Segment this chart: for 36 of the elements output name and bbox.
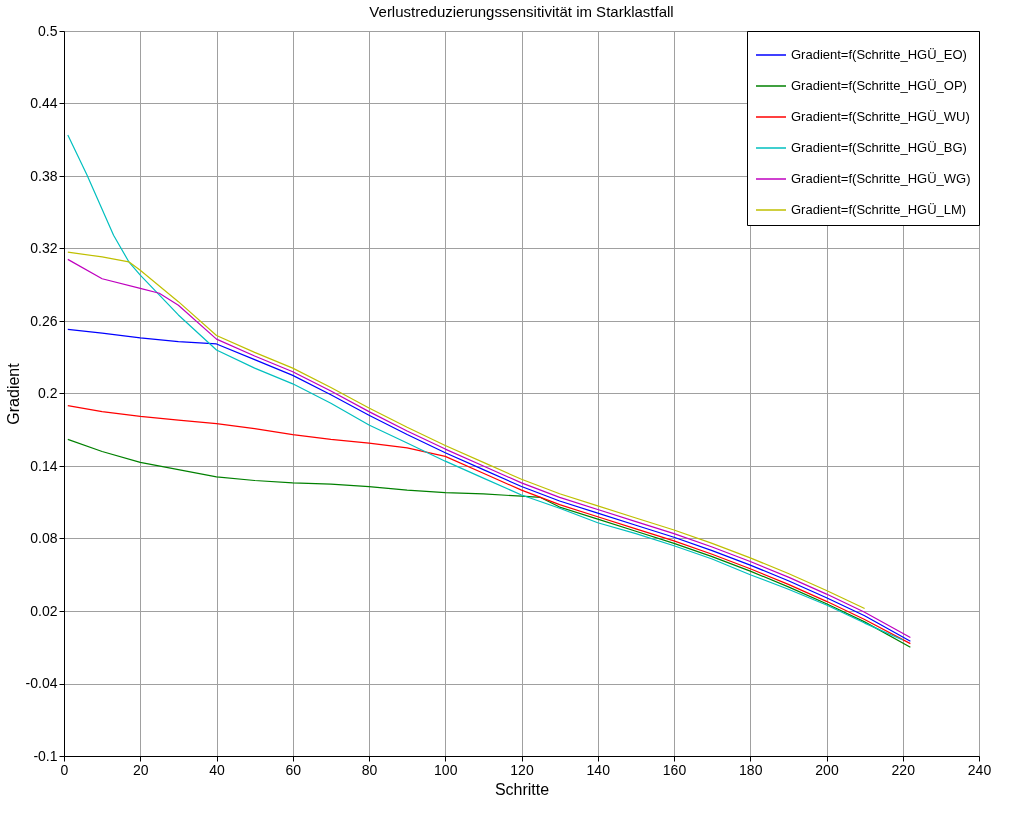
legend-label: Gradient=f(Schritte_HGÜ_OP) — [791, 78, 967, 93]
line-series — [67, 404, 911, 645]
x-tick-label: 240 — [967, 761, 992, 778]
y-tick-label: 0.5 — [38, 22, 58, 39]
x-tick-label: 200 — [815, 761, 839, 778]
x-tick-label: 220 — [891, 761, 916, 778]
y-tick-label: -0.1 — [33, 747, 58, 764]
y-tick-label: 0.26 — [30, 312, 58, 329]
line-series — [67, 438, 911, 648]
x-tick-label: 120 — [510, 761, 534, 778]
legend-label: Gradient=f(Schritte_HGÜ_EO) — [791, 47, 967, 62]
x-tick-label: 60 — [285, 761, 302, 778]
line-series — [67, 328, 911, 642]
legend-label: Gradient=f(Schritte_HGÜ_WU) — [791, 109, 970, 124]
y-tick-label: 0.44 — [30, 95, 58, 111]
x-tick-label: 80 — [361, 761, 378, 778]
y-tick-label: 0.08 — [30, 530, 58, 546]
x-tick-label: 40 — [209, 761, 225, 778]
y-tick-label: -0.04 — [25, 675, 58, 691]
x-tick-label: 180 — [739, 761, 763, 778]
y-tick-label: 0.32 — [30, 240, 58, 256]
x-axis-title: Schritte — [494, 780, 550, 798]
y-axis-title: Gradient — [4, 362, 22, 425]
x-tick-label: 160 — [662, 761, 687, 778]
y-tick-label: 0.38 — [30, 167, 58, 184]
x-tick-label: 0 — [60, 761, 69, 778]
y-tick-label: 0.02 — [30, 602, 58, 619]
chart-title: Verlustreduzierungssensitivität im Starklastfall — [369, 3, 674, 20]
x-tick-label: 100 — [434, 761, 458, 778]
legend-label: Gradient=f(Schritte_HGÜ_BG) — [791, 140, 967, 155]
legend-label: Gradient=f(Schritte_HGÜ_WG) — [791, 171, 971, 186]
y-tick-label: 0.2 — [38, 385, 58, 401]
y-tick-label: 0.14 — [30, 457, 58, 474]
x-tick-label: 140 — [586, 761, 611, 778]
legend-label: Gradient=f(Schritte_HGÜ_LM) — [791, 202, 967, 217]
x-tick-label: 20 — [132, 761, 149, 778]
